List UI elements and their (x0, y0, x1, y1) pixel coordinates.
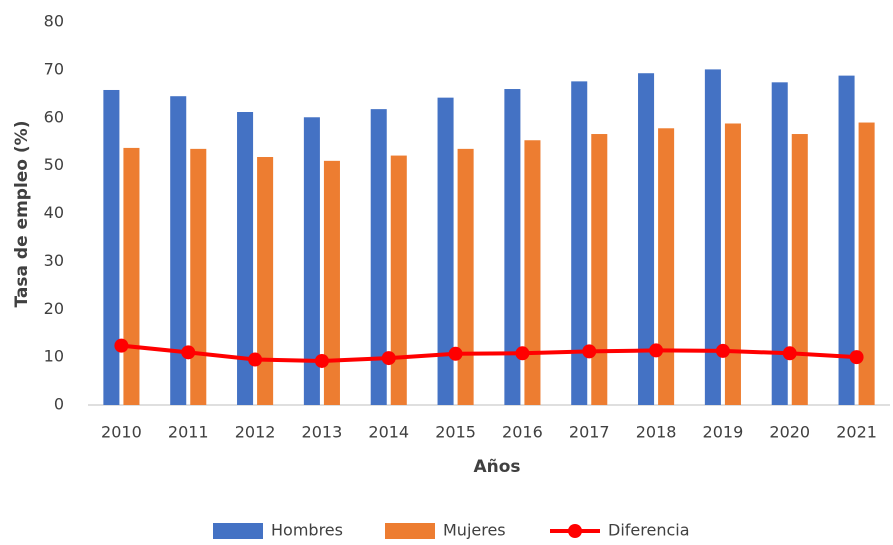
line-marker (314, 353, 329, 368)
x-tick-label: 2013 (302, 423, 343, 442)
x-tick-label: 2017 (569, 423, 610, 442)
x-tick-label: 2018 (636, 423, 677, 442)
bar (791, 134, 808, 405)
bar (170, 96, 187, 406)
y-tick-label: 40 (44, 203, 64, 222)
bar (390, 155, 407, 405)
line-marker (649, 343, 664, 358)
line-marker (114, 338, 129, 353)
legend-swatch (385, 523, 435, 539)
bar (591, 134, 608, 405)
x-tick-label: 2020 (769, 423, 810, 442)
y-tick-label: 80 (44, 12, 64, 31)
bar (103, 89, 120, 406)
x-tick-label: 2021 (836, 423, 877, 442)
y-tick-label: 30 (44, 251, 64, 270)
y-tick-label: 10 (44, 347, 64, 366)
line-marker (849, 350, 864, 365)
bar (237, 112, 254, 405)
line-marker (782, 346, 797, 361)
bar (190, 148, 207, 405)
legend-swatch (568, 524, 582, 538)
bar (724, 123, 741, 406)
x-tick-label: 2015 (435, 423, 476, 442)
bar (303, 117, 320, 406)
x-tick-label: 2014 (368, 423, 409, 442)
y-tick-label: 70 (44, 59, 64, 78)
bar (370, 109, 387, 405)
bar (638, 73, 655, 405)
bar (838, 75, 855, 406)
bar (257, 157, 274, 405)
bar (123, 147, 140, 405)
y-tick-label: 50 (44, 155, 64, 174)
y-tick-label: 60 (44, 107, 64, 126)
x-tick-label: 2019 (703, 423, 744, 442)
legend-label: Hombres (271, 521, 343, 540)
line-marker (181, 345, 196, 360)
bar (457, 148, 474, 405)
legend-label: Diferencia (608, 521, 690, 540)
x-axis-label: Años (473, 457, 520, 477)
bar (504, 89, 521, 406)
line-marker (248, 352, 263, 367)
x-tick-label: 2012 (235, 423, 276, 442)
legend-label: Mujeres (443, 521, 506, 540)
bar (437, 97, 454, 405)
bar (658, 128, 675, 405)
bar (571, 81, 588, 406)
bar (771, 82, 788, 405)
line-marker (515, 346, 530, 361)
x-tick-label: 2016 (502, 423, 543, 442)
y-tick-label: 20 (44, 299, 64, 318)
bar (858, 122, 875, 405)
x-tick-label: 2010 (101, 423, 142, 442)
line-marker (381, 351, 396, 366)
bar (524, 140, 541, 405)
line-marker (582, 344, 597, 359)
x-tick-label: 2011 (168, 423, 209, 442)
bar (323, 160, 340, 405)
bar (704, 69, 721, 406)
y-tick-label: 0 (54, 395, 64, 414)
y-axis-label: Tasa de empleo (%) (12, 121, 32, 308)
line (121, 343, 857, 363)
line-marker (715, 343, 730, 358)
legend-swatch (213, 523, 263, 539)
line-marker (448, 346, 463, 361)
